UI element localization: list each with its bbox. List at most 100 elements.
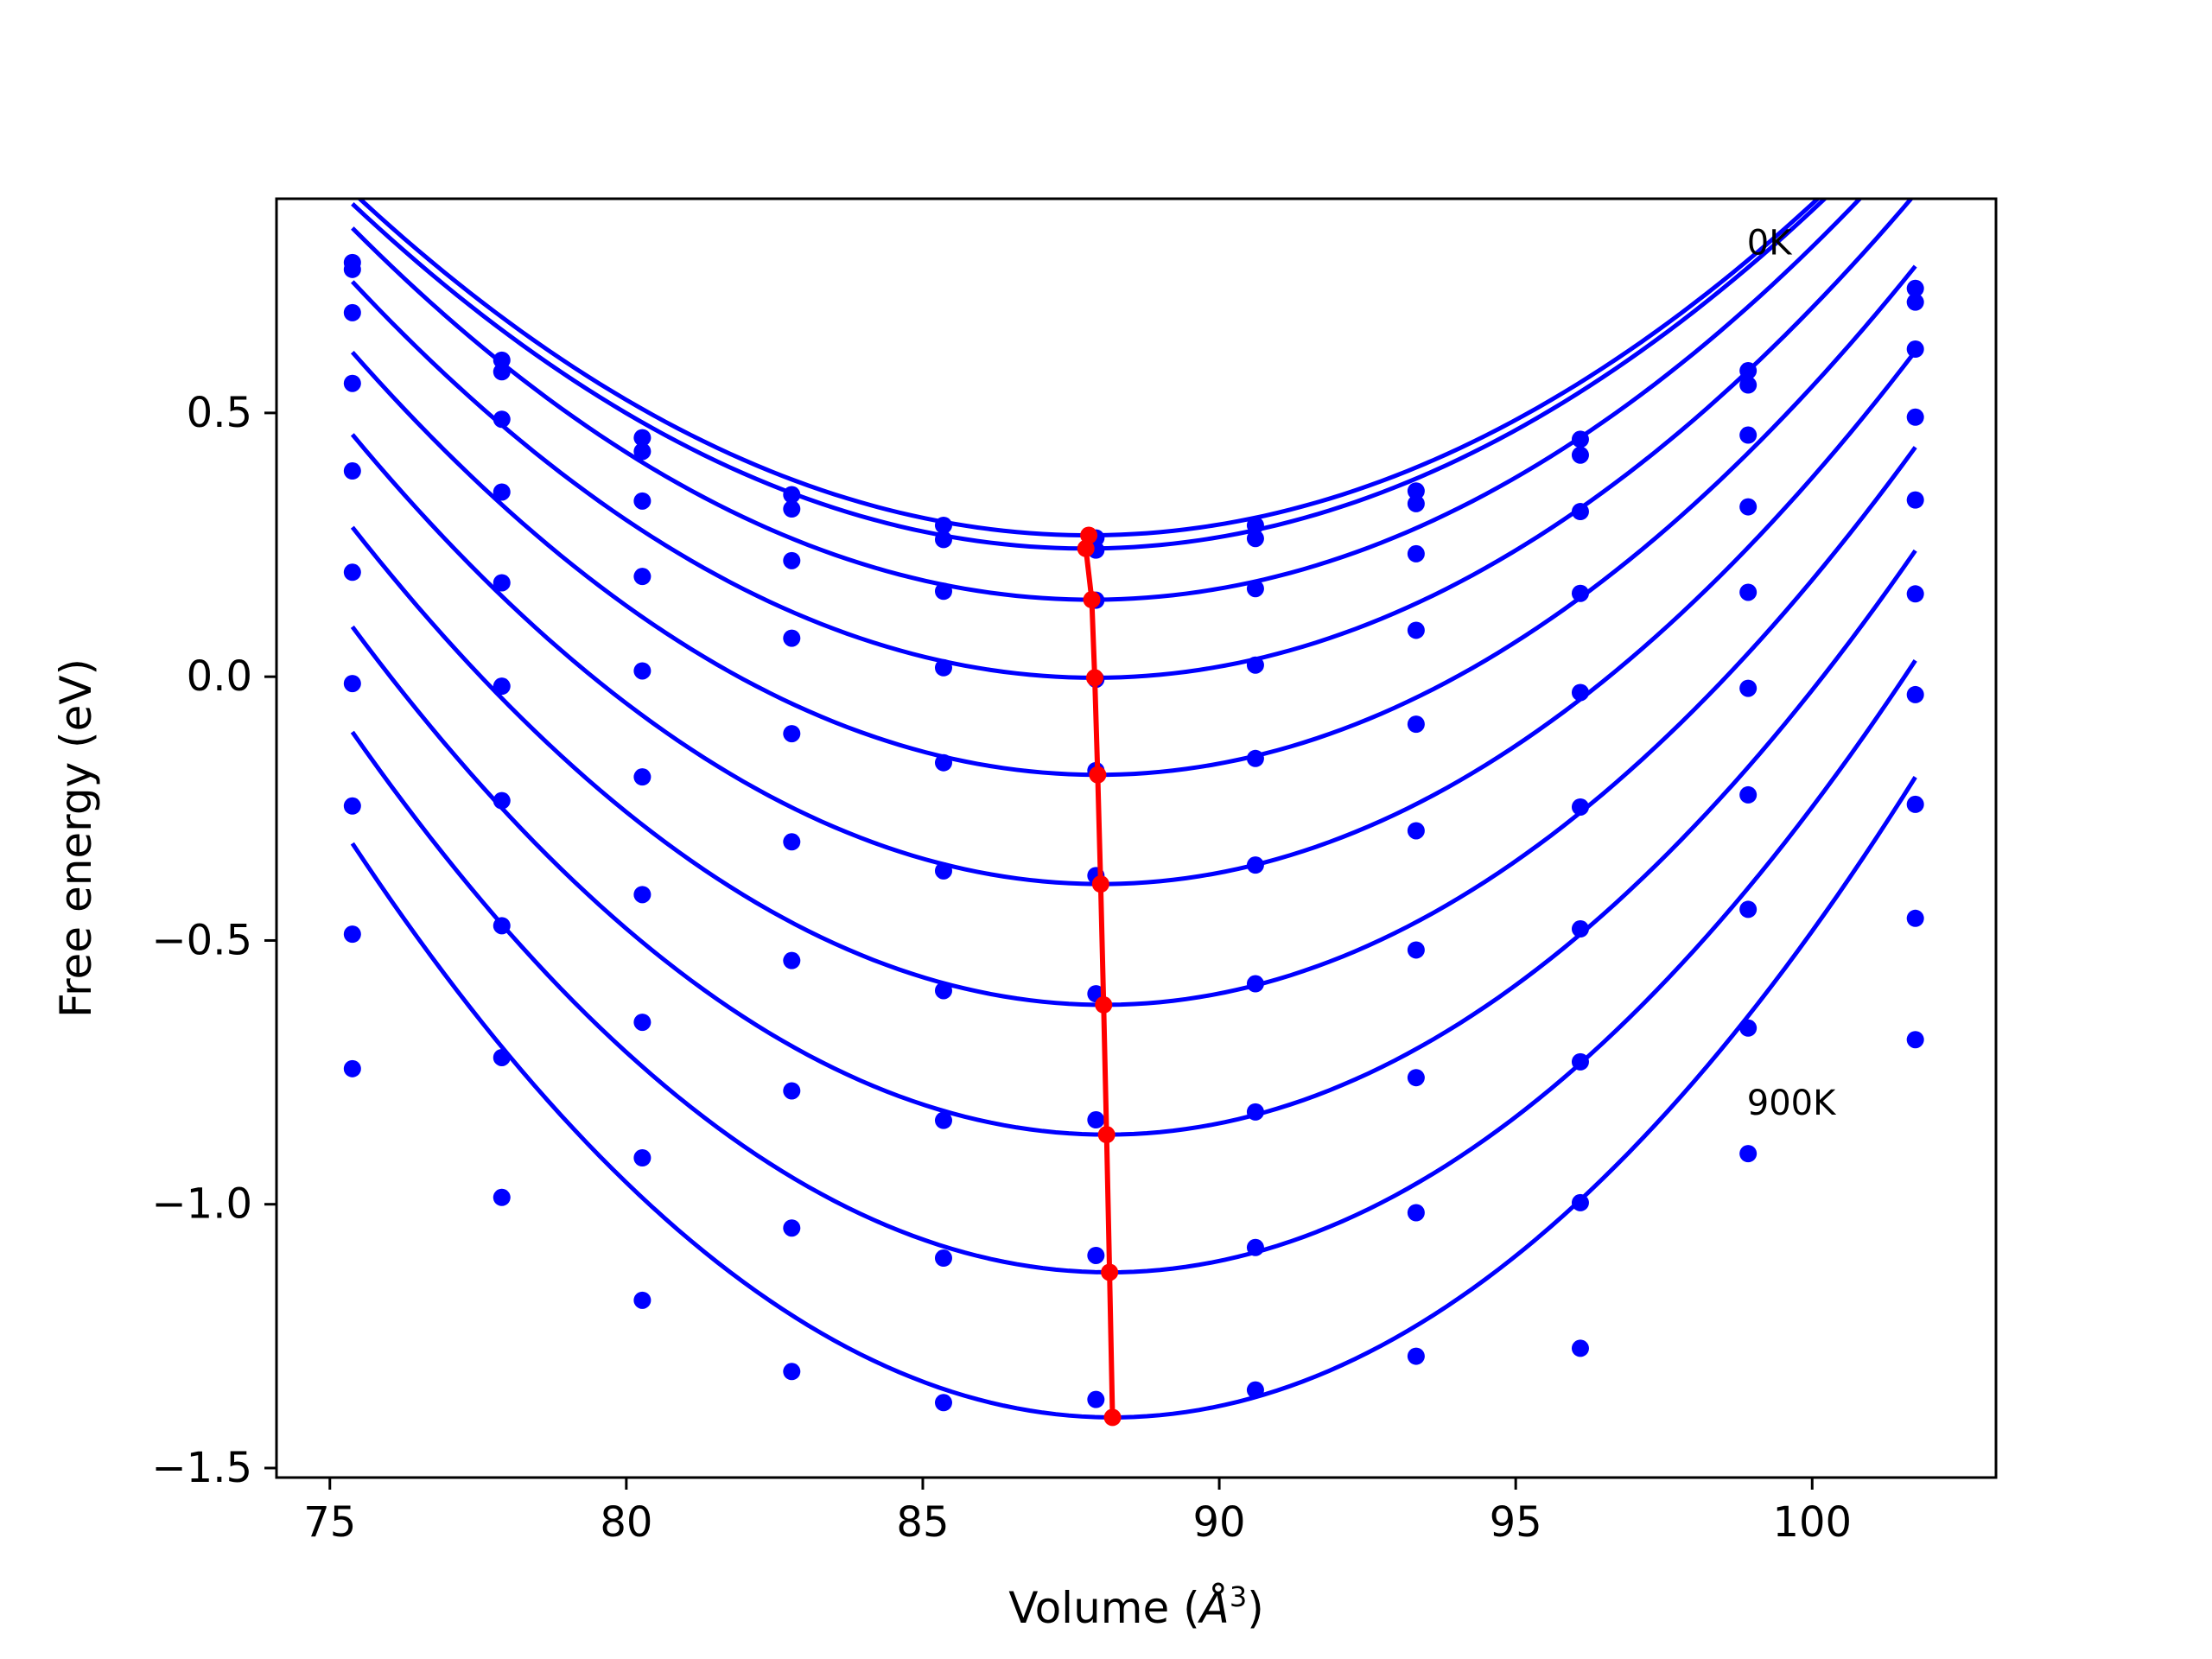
- data-point: [1739, 583, 1758, 601]
- data-point: [1407, 941, 1425, 959]
- data-point: [343, 374, 361, 392]
- y-tick-label: −1.5: [151, 1444, 252, 1492]
- data-point: [1906, 909, 1924, 927]
- data-point: [1246, 580, 1264, 598]
- data-point: [1739, 426, 1758, 444]
- data-point: [1246, 656, 1264, 674]
- data-point: [1246, 856, 1264, 874]
- data-point: [633, 568, 652, 586]
- data-point: [1407, 822, 1425, 840]
- data-point: [1739, 376, 1758, 394]
- data-point: [1407, 1204, 1425, 1222]
- minimum-point: [1103, 1408, 1122, 1427]
- data-point: [1739, 900, 1758, 918]
- annotations: 0K 900K: [1747, 224, 1837, 1123]
- plot-area: [343, 199, 1924, 1427]
- data-point: [1571, 920, 1589, 938]
- data-point: [1246, 530, 1264, 548]
- data-point: [343, 1059, 361, 1077]
- fit-curve-0: [356, 199, 1821, 538]
- x-tick-label: 80: [600, 1498, 652, 1547]
- minimum-point: [1097, 1126, 1116, 1144]
- data-point: [934, 1111, 952, 1129]
- temperature-annotation: 900K: [1747, 1084, 1837, 1123]
- data-point: [1407, 621, 1425, 639]
- x-tick-label: 75: [303, 1498, 356, 1547]
- data-point: [633, 442, 652, 461]
- data-point: [493, 410, 511, 429]
- data-point: [1739, 679, 1758, 697]
- data-point: [1246, 1238, 1264, 1256]
- data-point: [493, 791, 511, 810]
- data-point: [1571, 1052, 1589, 1071]
- data-point: [633, 1149, 652, 1166]
- minimum-point: [1095, 995, 1113, 1014]
- minimum-point: [1080, 526, 1098, 544]
- fit-curve-1: [351, 199, 1828, 551]
- fit-curve-4: [350, 264, 1917, 778]
- data-point: [783, 551, 801, 569]
- data-point: [343, 925, 361, 944]
- data-point: [1906, 408, 1924, 426]
- data-point: [633, 768, 652, 786]
- data-point: [1906, 340, 1924, 359]
- data-point: [934, 582, 952, 601]
- data-point: [493, 1048, 511, 1066]
- data-point: [1906, 685, 1924, 703]
- x-tick-label: 85: [896, 1498, 949, 1547]
- data-point: [1087, 1390, 1105, 1408]
- data-point: [493, 574, 511, 592]
- data-point: [633, 1014, 652, 1032]
- data-point: [1906, 293, 1924, 311]
- data-point: [1407, 482, 1425, 500]
- data-point: [633, 886, 652, 904]
- data-point: [1246, 975, 1264, 993]
- temperature-annotation: 0K: [1747, 224, 1793, 264]
- data-point: [1906, 1031, 1924, 1049]
- data-point: [1906, 795, 1924, 813]
- data-point: [1571, 1339, 1589, 1357]
- data-point: [633, 492, 652, 510]
- data-point: [1407, 544, 1425, 563]
- data-point: [1407, 1069, 1425, 1087]
- data-point: [1739, 1019, 1758, 1037]
- x-tick-label: 100: [1772, 1498, 1852, 1547]
- fit-curve-6: [350, 446, 1917, 1007]
- data-point: [633, 1291, 652, 1309]
- data-point: [1246, 1381, 1264, 1399]
- data-point: [934, 516, 952, 534]
- data-point: [343, 303, 361, 321]
- data-point: [934, 1249, 952, 1268]
- data-point: [783, 500, 801, 518]
- minimum-point: [1101, 1263, 1119, 1281]
- data-point: [1571, 683, 1589, 702]
- data-point: [1906, 491, 1924, 509]
- data-point: [1571, 798, 1589, 816]
- data-point: [633, 429, 652, 447]
- fit-curve-7: [350, 549, 1917, 1137]
- minimum-point: [1091, 875, 1109, 893]
- data-point: [783, 629, 801, 647]
- data-point: [1739, 498, 1758, 516]
- data-point: [1246, 1103, 1264, 1121]
- data-point: [1906, 585, 1924, 603]
- data-point: [493, 363, 511, 381]
- x-axis-label: Volume (Å3): [1008, 1580, 1263, 1633]
- data-point: [343, 260, 361, 278]
- x-ticks: 75 80 85 90 95 100: [303, 1478, 1852, 1547]
- fit-curve-9: [350, 776, 1917, 1420]
- data-point: [1739, 1145, 1758, 1163]
- y-tick-label: 0.5: [187, 389, 252, 437]
- data-point: [1087, 1111, 1105, 1129]
- plot-content: [343, 199, 1924, 1427]
- data-point: [343, 675, 361, 693]
- fit-curve-3: [351, 199, 1915, 680]
- data-point: [1407, 715, 1425, 734]
- data-point: [783, 1082, 801, 1100]
- data-point: [493, 677, 511, 696]
- y-tick-label: −1.0: [151, 1180, 252, 1229]
- x-tick-label: 95: [1490, 1498, 1542, 1547]
- fit-curve-5: [350, 349, 1917, 887]
- fit-curve-2: [351, 199, 1863, 602]
